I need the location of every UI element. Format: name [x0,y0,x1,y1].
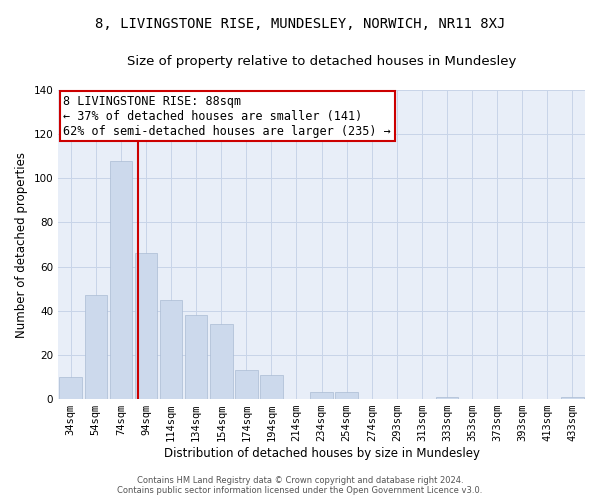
Bar [335,392,358,399]
Text: Contains HM Land Registry data © Crown copyright and database right 2024.
Contai: Contains HM Land Registry data © Crown c… [118,476,482,495]
Bar [310,392,333,399]
Bar [59,377,82,399]
Y-axis label: Number of detached properties: Number of detached properties [15,152,28,338]
Bar [260,375,283,399]
Bar [110,160,132,399]
Bar [561,397,584,399]
Bar [235,370,257,399]
Bar [210,324,233,399]
Bar [85,296,107,399]
Text: 8 LIVINGSTONE RISE: 88sqm
← 37% of detached houses are smaller (141)
62% of semi: 8 LIVINGSTONE RISE: 88sqm ← 37% of detac… [64,94,391,138]
Bar [134,254,157,399]
X-axis label: Distribution of detached houses by size in Mundesley: Distribution of detached houses by size … [164,447,479,460]
Bar [160,300,182,399]
Text: 8, LIVINGSTONE RISE, MUNDESLEY, NORWICH, NR11 8XJ: 8, LIVINGSTONE RISE, MUNDESLEY, NORWICH,… [95,18,505,32]
Bar [185,315,208,399]
Bar [436,397,458,399]
Title: Size of property relative to detached houses in Mundesley: Size of property relative to detached ho… [127,55,516,68]
